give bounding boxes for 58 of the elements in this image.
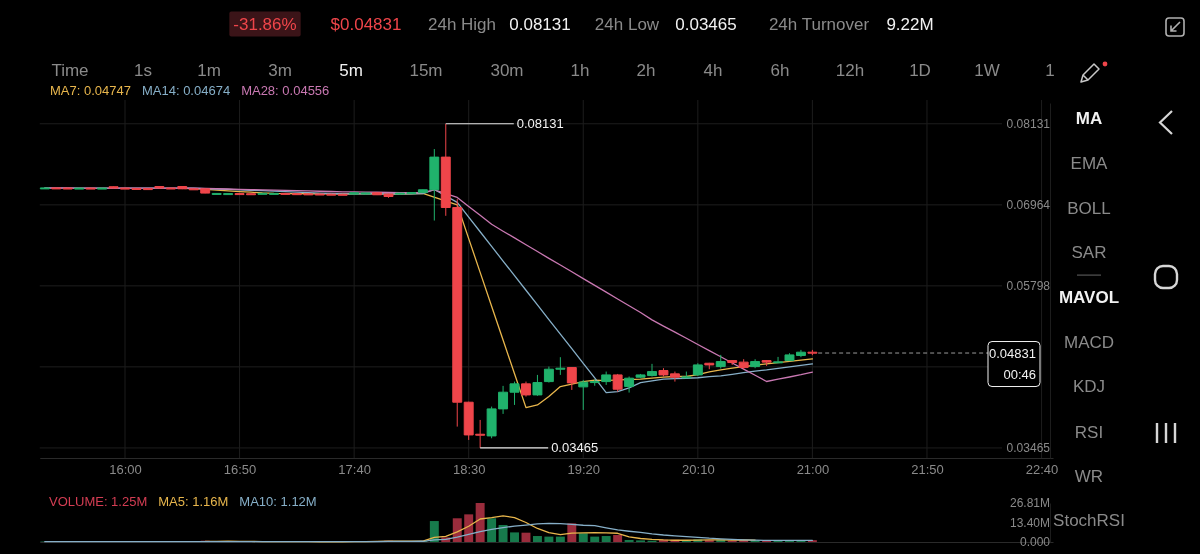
ref-line-label: 0.04831 [989, 345, 1036, 361]
text: MA10: 1.12M [239, 493, 317, 509]
text: 1 [1045, 60, 1055, 80]
text: 1D [909, 60, 931, 80]
text: 3m [268, 60, 292, 80]
text: 4h [703, 60, 723, 80]
text: 0.08131 [509, 14, 571, 34]
text: 1s [134, 60, 152, 80]
x-tick-label: 21:00 [796, 461, 830, 477]
text: MA14: 0.04674 [141, 82, 231, 98]
text: EMA [1070, 153, 1109, 173]
text: MA5: 1.16M [158, 493, 229, 509]
text: 1h [570, 60, 590, 80]
text: 2h [636, 60, 656, 80]
x-tick-label: 22:40 [1025, 461, 1059, 477]
text: WR [1074, 466, 1104, 486]
y-tick-label: 0.000 [1019, 535, 1051, 550]
text: $0.04831 [330, 14, 402, 34]
text: MAVOL [1058, 287, 1120, 307]
text: 24h Low [594, 14, 660, 34]
y-tick-label: 0.06964 [1006, 197, 1051, 212]
y-tick-label: 13.40M [1009, 515, 1050, 530]
x-tick-label: 16:00 [109, 461, 142, 477]
x-tick-label: 17:40 [338, 461, 371, 477]
y-tick-label: 0.03465 [1006, 441, 1051, 456]
text: BOLL [1067, 198, 1111, 218]
x-tick-label: 20:10 [682, 461, 715, 477]
annotation: 00:46 [1003, 366, 1036, 382]
text: VOLUME: 1.25M [49, 493, 148, 509]
text: SAR [1071, 242, 1107, 262]
x-tick-label: 21:50 [911, 461, 944, 477]
text: MA7: 0.04747 [50, 82, 131, 98]
text: Time [51, 60, 89, 80]
text: 24h High [427, 14, 497, 34]
text: 9.22M [886, 14, 934, 34]
text: 12h [835, 60, 865, 80]
text: 6h [770, 60, 790, 80]
x-tick-label: 19:20 [567, 461, 601, 477]
x-tick-label: 16:50 [223, 461, 257, 477]
text: 30m [490, 60, 524, 80]
text: RSI [1074, 422, 1104, 442]
y-tick-label: 26.81M [1009, 496, 1050, 511]
text: 1m [197, 60, 221, 80]
x-tick-label: 18:30 [452, 461, 486, 477]
text: StochRSI [1053, 510, 1125, 530]
annotation: 0.03465 [551, 440, 599, 456]
text: 0.03465 [675, 14, 737, 34]
text: 5m [339, 60, 363, 80]
text: 24h Turnover [768, 14, 870, 34]
y-tick-label: 0.08131 [1006, 116, 1051, 131]
text: MA28: 0.04556 [241, 82, 330, 98]
text: MA [1075, 108, 1103, 128]
text: MACD [1063, 332, 1115, 352]
annotation: 0.08131 [516, 116, 564, 132]
text: KDJ [1072, 376, 1106, 396]
text: 1W [974, 60, 1000, 80]
text: 15m [409, 60, 443, 80]
y-tick-label: 0.05798 [1006, 278, 1051, 293]
